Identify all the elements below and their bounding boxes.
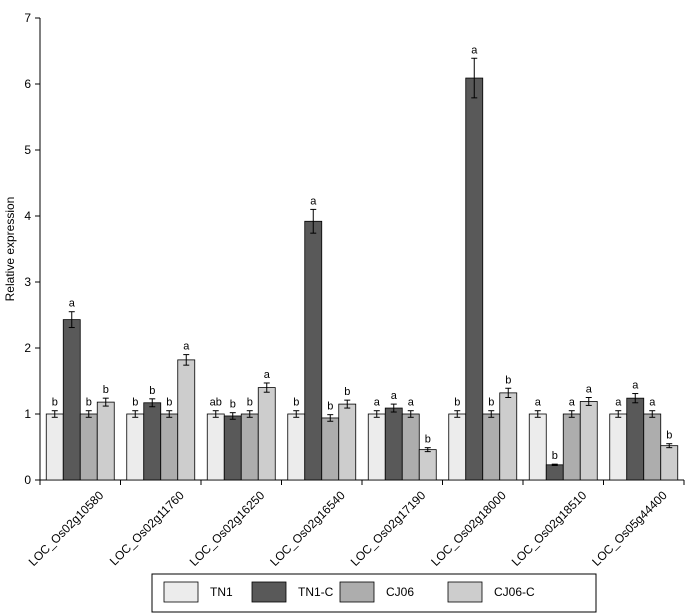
significance-label: b xyxy=(132,397,138,409)
significance-label: a xyxy=(535,397,542,409)
significance-label: a xyxy=(632,380,639,392)
x-axis: LOC_Os02g10580 LOC_Os02g11760 LOC_Os02g162… xyxy=(26,479,685,569)
bar xyxy=(465,77,484,481)
legend-swatch xyxy=(447,581,483,603)
bar xyxy=(418,449,437,481)
x-tick-label: LOC_Os02g10580 xyxy=(26,488,107,569)
significance-label: b xyxy=(247,397,253,409)
x-tick-label: LOC_Os02g17190 xyxy=(348,488,429,569)
bar xyxy=(240,413,259,481)
bar xyxy=(62,319,81,481)
bar xyxy=(660,445,679,481)
significance-label: a xyxy=(649,397,656,409)
x-tick-label: LOC_Os02g18510 xyxy=(509,488,590,569)
x-tick-label: LOC_Os02g11760 xyxy=(107,488,187,568)
legend: TN1 TN1-C CJ06 CJ06-C xyxy=(151,573,597,613)
significance-label: a xyxy=(615,397,622,409)
significance-label: a xyxy=(183,341,190,353)
bar xyxy=(367,413,386,481)
legend-label: CJ06 xyxy=(386,585,414,599)
y-tick-label: 0 xyxy=(24,473,31,487)
y-axis-title: Relative expression xyxy=(3,197,17,302)
bar xyxy=(126,413,145,481)
bar xyxy=(96,401,115,481)
bar xyxy=(206,413,225,481)
bar xyxy=(321,417,340,481)
bar xyxy=(143,402,162,481)
significance-label: a xyxy=(586,384,593,396)
significance-label: a xyxy=(310,195,317,207)
bar xyxy=(545,464,564,481)
bar xyxy=(562,413,581,481)
significance-label: b xyxy=(425,434,431,446)
significance-label: b xyxy=(52,397,58,409)
significance-label: b xyxy=(86,397,92,409)
significance-label: ab xyxy=(210,397,222,409)
significance-label: b xyxy=(454,397,460,409)
bar xyxy=(448,413,467,481)
significance-label: a xyxy=(391,390,398,402)
y-tick-label: 3 xyxy=(24,275,31,289)
y-tick-label: 7 xyxy=(24,11,31,25)
significance-label: b xyxy=(344,386,350,398)
bar xyxy=(482,413,501,481)
significance-label: b xyxy=(327,401,333,413)
significance-label: b xyxy=(166,397,172,409)
x-tick-label: LOC_Os02g16540 xyxy=(267,488,348,569)
significance-label: b xyxy=(149,385,155,397)
significance-label: a xyxy=(471,44,478,56)
significance-label: b xyxy=(552,450,558,462)
bar xyxy=(79,413,98,481)
legend-label: TN1 xyxy=(210,585,233,599)
bar xyxy=(643,413,662,481)
bar xyxy=(287,413,306,481)
x-tick-label: LOC_Os05g44400 xyxy=(589,488,670,569)
bar xyxy=(384,407,403,481)
significance-label: b xyxy=(293,397,299,409)
legend-swatch xyxy=(339,581,375,603)
bar xyxy=(528,413,547,481)
bar xyxy=(257,387,276,481)
significance-label: a xyxy=(569,397,576,409)
bar xyxy=(401,413,420,481)
y-tick-label: 4 xyxy=(24,209,31,223)
bar xyxy=(499,392,518,481)
significance-label: b xyxy=(488,397,494,409)
bar xyxy=(304,220,323,481)
bar xyxy=(177,359,196,481)
legend-swatch xyxy=(251,581,287,603)
bar xyxy=(223,415,242,481)
significance-label: a xyxy=(264,369,271,381)
legend-box xyxy=(151,573,597,613)
legend-swatch xyxy=(163,581,199,603)
significance-label: a xyxy=(69,298,76,310)
bar xyxy=(160,413,179,481)
legend-label: CJ06-C xyxy=(494,585,535,599)
bar xyxy=(45,413,64,481)
significance-label: b xyxy=(666,430,672,442)
legend-label: TN1-C xyxy=(298,585,334,599)
x-tick-label: LOC_Os02g16250 xyxy=(187,488,268,569)
significance-label: a xyxy=(408,397,415,409)
y-tick-label: 6 xyxy=(24,77,31,91)
x-tick-label: LOC_Os02g18000 xyxy=(428,488,509,569)
bar xyxy=(579,401,598,481)
significance-label: a xyxy=(374,397,381,409)
y-axis: 0 1 2 3 4 5 6 7 xyxy=(24,11,41,487)
significance-label: b xyxy=(505,374,511,386)
y-tick-label: 2 xyxy=(24,341,31,355)
bar xyxy=(626,397,645,481)
significance-label: b xyxy=(103,384,109,396)
y-tick-label: 5 xyxy=(24,143,31,157)
y-tick-label: 1 xyxy=(24,407,31,421)
bar xyxy=(609,413,628,481)
significance-label: b xyxy=(230,399,236,411)
bar xyxy=(338,403,357,481)
